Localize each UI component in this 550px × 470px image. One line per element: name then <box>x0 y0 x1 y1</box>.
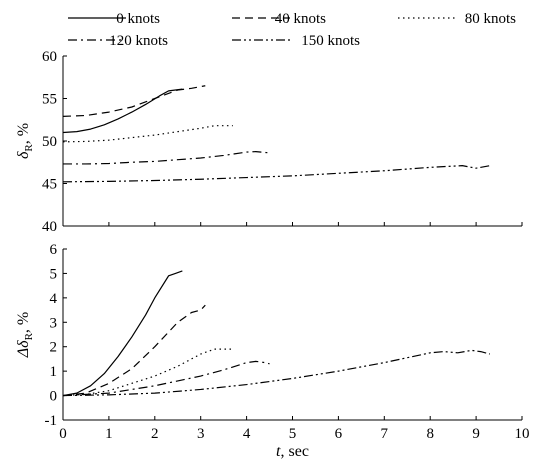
bottom-y-tick-label: 4 <box>50 291 58 307</box>
legend: 0 knots 40 knots 80 knots 120 knots 150 knot… <box>68 11 516 49</box>
bottom-series-150-knots-line <box>62 349 491 397</box>
bottom-y-tick-label: -1 <box>45 413 58 429</box>
bottom-x-tick-label: 2 <box>151 426 159 442</box>
bottom-x-tick-label: 1 <box>105 426 113 442</box>
top-series-80-knots-line <box>62 125 233 143</box>
legend-item-120-knots: 120 knots <box>68 33 168 49</box>
bottom-x-tick-label: 9 <box>472 426 480 442</box>
legend-label-80-knots: 80 knots <box>465 11 516 27</box>
bottom-series-40-knots-line <box>62 304 206 397</box>
bottom-y-tick-label: 0 <box>50 389 58 405</box>
legend-label-40-knots: 40 knots <box>275 11 326 27</box>
top-y-tick-label: 40 <box>42 219 57 235</box>
bottom-x-tick-label: 7 <box>381 426 389 442</box>
bottom-x-tick-label: 10 <box>515 426 530 442</box>
top-y-tick-label: 55 <box>42 92 57 108</box>
legend-item-150-knots: 150 knots <box>232 33 360 49</box>
top-series-0-knots-line <box>62 88 183 134</box>
bottom-series-120-knots-line <box>62 360 270 397</box>
bottom-x-tick-label: 5 <box>289 426 297 442</box>
bottom-x-tick-label: 0 <box>59 426 67 442</box>
legend-label-150-knots: 150 knots <box>301 33 360 49</box>
legend-label-120-knots: 120 knots <box>109 33 168 49</box>
top-series-150-knots-line <box>62 165 490 183</box>
bottom-y-tick-label: 1 <box>50 364 58 380</box>
bottom-y-tick-label: 6 <box>50 242 58 258</box>
bottom-y-tick-label: 5 <box>50 266 58 282</box>
bottom-x-tick-label: 6 <box>335 426 343 442</box>
bottom-series-0-knots-line <box>62 270 183 397</box>
bottom-y-tick-label: 2 <box>50 340 58 356</box>
bottom-x-tick-label: 8 <box>426 426 434 442</box>
bottom-x-axis-label: t, sec <box>276 443 309 460</box>
legend-item-0-knots: 0 knots <box>68 11 160 27</box>
top-series-120-knots-line <box>63 151 270 165</box>
bottom-y-axis-label: ΔδR, % <box>15 312 35 359</box>
top-y-tick-label: 60 <box>42 49 57 65</box>
bottom-y-tick-label: 3 <box>50 315 58 331</box>
legend-item-80-knots: 80 knots <box>398 11 516 27</box>
top-chart-panel: 40 45 50 55 60 δR, % <box>15 49 523 235</box>
top-y-axis-label: δR, % <box>15 123 35 159</box>
top-y-tick-label: 50 <box>42 134 57 150</box>
bottom-x-tick-label: 3 <box>197 426 205 442</box>
top-series-40-knots-line <box>62 85 206 117</box>
top-y-tick-label: 45 <box>42 177 57 193</box>
legend-label-0-knots: 0 knots <box>116 11 160 27</box>
bottom-x-tick-label: 4 <box>243 426 251 442</box>
legend-item-40-knots: 40 knots <box>232 11 326 27</box>
